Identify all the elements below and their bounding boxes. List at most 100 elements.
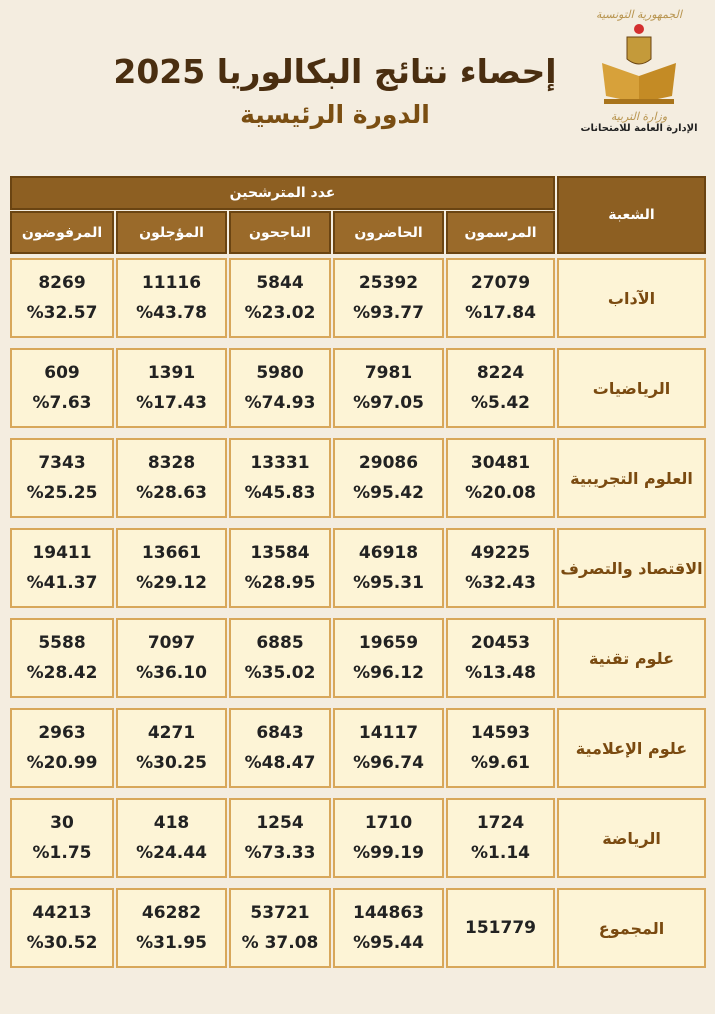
count-value: 418 — [153, 813, 190, 833]
count-value: 30 — [50, 813, 74, 833]
count-value: 29086 — [358, 453, 419, 473]
cell-registered: 151779 — [446, 888, 555, 968]
percent-value: %5.42 — [471, 393, 530, 413]
cell-passed: 53721 % 37.08 — [229, 888, 331, 968]
percent-value: %35.02 — [244, 663, 316, 683]
column-header-passed: الناجحون — [229, 211, 331, 254]
emblem-book-icon — [602, 24, 676, 104]
branch-name: الرياضيات — [557, 348, 706, 428]
percent-value: %96.74 — [353, 753, 424, 773]
column-header-deferred: المؤجلون — [116, 211, 227, 254]
candidates-group-header: عدد المترشحين — [10, 176, 555, 210]
count-value: 5980 — [256, 363, 304, 383]
count-value: 53721 — [250, 903, 310, 923]
cell-passed: 13584 %28.95 — [229, 528, 331, 608]
count-value: 20453 — [470, 633, 531, 653]
cell-rejected: 2963 %20.99 — [10, 708, 114, 788]
percent-value: %23.02 — [244, 303, 316, 323]
percent-value: %24.44 — [136, 843, 207, 863]
cell-passed: 5844 %23.02 — [229, 258, 331, 338]
cell-deferred: 1391 %17.43 — [116, 348, 227, 428]
branch-header: الشعبة — [557, 176, 706, 254]
count-value: 19411 — [32, 543, 92, 563]
percent-value: %41.37 — [26, 573, 98, 593]
cell-passed: 6885 %35.02 — [229, 618, 331, 698]
cell-present: 14117 %96.74 — [333, 708, 444, 788]
count-value: 25392 — [358, 273, 419, 293]
cell-registered: 49225 %32.43 — [446, 528, 555, 608]
page-subtitle: الدورة الرئيسية — [240, 100, 430, 129]
count-value: 5588 — [38, 633, 86, 653]
cell-rejected: 609 %7.63 — [10, 348, 114, 428]
percent-value: %30.25 — [136, 753, 207, 773]
percent-value: %17.43 — [136, 393, 207, 413]
percent-value: %17.84 — [465, 303, 536, 323]
branch-name: علوم تقنية — [557, 618, 706, 698]
percent-value: %7.63 — [32, 393, 92, 413]
percent-value: %74.93 — [244, 393, 316, 413]
cell-present: 29086 %95.42 — [333, 438, 444, 518]
count-value: 1391 — [147, 363, 196, 383]
cell-rejected: 7343 %25.25 — [10, 438, 114, 518]
percent-value: %28.63 — [136, 483, 207, 503]
cell-registered: 1724 %1.14 — [446, 798, 555, 878]
logo-directorate-text: الإدارة العامة للامتحانات — [580, 123, 698, 134]
percent-value: % 37.08 — [241, 933, 319, 953]
cell-rejected: 30 %1.75 — [10, 798, 114, 878]
cell-passed: 6843 %48.47 — [229, 708, 331, 788]
cell-deferred: 8328 %28.63 — [116, 438, 227, 518]
cell-present: 19659 %96.12 — [333, 618, 444, 698]
percent-value: %95.42 — [353, 483, 424, 503]
count-value: 1710 — [364, 813, 413, 833]
percent-value: %99.19 — [353, 843, 424, 863]
cell-registered: 27079 %17.84 — [446, 258, 555, 338]
cell-deferred: 418 %24.44 — [116, 798, 227, 878]
column-header-rejected: المرفوضون — [10, 211, 114, 254]
count-value: 7981 — [364, 363, 413, 383]
count-value: 46918 — [358, 543, 419, 563]
cell-passed: 5980 %74.93 — [229, 348, 331, 428]
cell-registered: 14593 %9.61 — [446, 708, 555, 788]
cell-present: 144863 %95.44 — [333, 888, 444, 968]
count-value: 1254 — [256, 813, 304, 833]
branch-name: الآداب — [557, 258, 706, 338]
logo-republic-text: الجمهورية التونسية — [596, 8, 682, 21]
cell-present: 7981 %97.05 — [333, 348, 444, 428]
percent-value: %73.33 — [244, 843, 316, 863]
count-value: 11116 — [141, 273, 202, 293]
cell-rejected: 5588 %28.42 — [10, 618, 114, 698]
count-value: 30481 — [470, 453, 531, 473]
cell-passed: 1254 %73.33 — [229, 798, 331, 878]
percent-value: %9.61 — [471, 753, 530, 773]
page-title: إحصاء نتائج البكالوريا 2025 — [113, 52, 557, 91]
count-value: 7343 — [38, 453, 86, 473]
branch-name: الرياضة — [557, 798, 706, 878]
count-value: 14117 — [358, 723, 419, 743]
cell-passed: 13331 %45.83 — [229, 438, 331, 518]
cell-present: 25392 %93.77 — [333, 258, 444, 338]
count-value: 8224 — [476, 363, 525, 383]
count-value: 46282 — [141, 903, 202, 923]
cell-deferred: 13661 %29.12 — [116, 528, 227, 608]
count-value: 27079 — [470, 273, 531, 293]
count-value: 144863 — [353, 903, 424, 923]
column-header-registered: المرسمون — [446, 211, 555, 254]
cell-deferred: 4271 %30.25 — [116, 708, 227, 788]
percent-value: %29.12 — [136, 573, 207, 593]
cell-registered: 20453 %13.48 — [446, 618, 555, 698]
count-value: 5844 — [256, 273, 304, 293]
percent-value: %30.52 — [26, 933, 98, 953]
cell-rejected: 8269 %32.57 — [10, 258, 114, 338]
percent-value: %32.43 — [465, 573, 536, 593]
count-value: 151779 — [465, 918, 536, 938]
count-value: 13661 — [141, 543, 202, 563]
percent-value: %20.99 — [26, 753, 98, 773]
cell-present: 1710 %99.19 — [333, 798, 444, 878]
count-value: 6885 — [256, 633, 304, 653]
count-value: 8328 — [147, 453, 196, 473]
count-value: 19659 — [358, 633, 419, 653]
percent-value: %93.77 — [353, 303, 424, 323]
branch-name: المجموع — [557, 888, 706, 968]
percent-value: %43.78 — [136, 303, 207, 323]
count-value: 14593 — [470, 723, 531, 743]
